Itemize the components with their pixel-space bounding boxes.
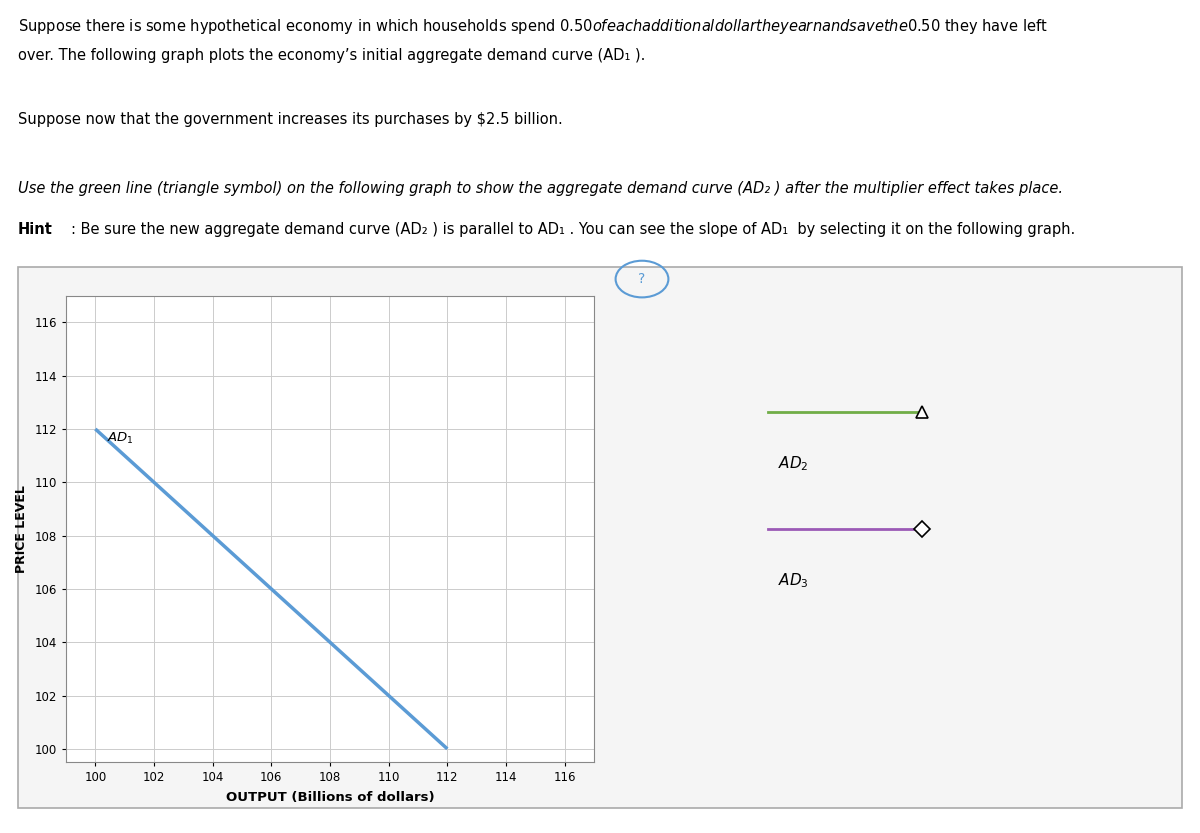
Text: $AD_2$: $AD_2$ bbox=[778, 454, 809, 473]
Text: $AD_1$: $AD_1$ bbox=[107, 431, 134, 446]
Y-axis label: PRICE LEVEL: PRICE LEVEL bbox=[14, 485, 28, 573]
Text: over. The following graph plots the economy’s initial aggregate demand curve (AD: over. The following graph plots the econ… bbox=[18, 48, 646, 63]
Text: Suppose now that the government increases its purchases by $2.5 billion.: Suppose now that the government increase… bbox=[18, 112, 563, 127]
Text: Use the green line (triangle symbol) on the following graph to show the aggregat: Use the green line (triangle symbol) on … bbox=[18, 182, 1063, 197]
Text: $AD_3$: $AD_3$ bbox=[778, 571, 809, 590]
Text: Suppose there is some hypothetical economy in which households spend $0.50 of ea: Suppose there is some hypothetical econo… bbox=[18, 17, 1048, 36]
X-axis label: OUTPUT (Billions of dollars): OUTPUT (Billions of dollars) bbox=[226, 791, 434, 804]
Text: ?: ? bbox=[638, 272, 646, 286]
Text: Hint: Hint bbox=[18, 222, 53, 237]
Text: : Be sure the new aggregate demand curve (AD₂ ) is parallel to AD₁ . You can see: : Be sure the new aggregate demand curve… bbox=[71, 222, 1075, 237]
